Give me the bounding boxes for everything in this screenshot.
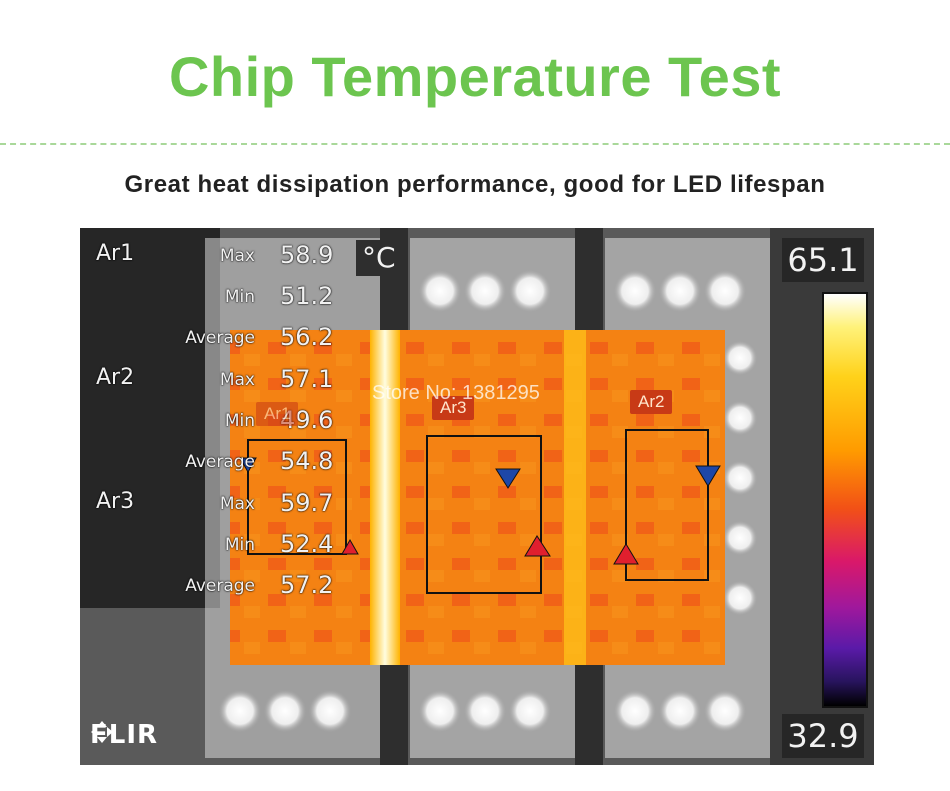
- max-value: 59.7: [280, 489, 334, 517]
- max-label: Max: [219, 494, 255, 514]
- area-name-ar3: Ar3: [96, 489, 135, 514]
- region-tag-ar3: Ar3: [432, 396, 475, 420]
- min-value: 51.2: [280, 282, 334, 310]
- average-value: 57.2: [280, 571, 334, 599]
- unit-label: °C: [356, 240, 402, 276]
- max-value: 58.9: [280, 241, 334, 269]
- min-label: Min: [224, 411, 255, 431]
- thermal-image: °C Ar1 Max 58.9 Min 51.2 Average 56.2 Ar…: [80, 228, 874, 765]
- min-value: 52.4: [280, 530, 334, 558]
- average-label: Average: [185, 576, 255, 596]
- max-label: Max: [219, 246, 255, 266]
- area-name-ar1: Ar1: [96, 241, 135, 266]
- min-label: Min: [224, 287, 255, 307]
- max-value: 57.1: [280, 365, 334, 393]
- max-label: Max: [219, 370, 255, 390]
- min-label: Min: [224, 535, 255, 555]
- scale-min-value: 32.9: [782, 714, 864, 758]
- temperature-colorbar: [822, 292, 868, 708]
- flir-logo-icon: [91, 721, 113, 743]
- scale-max-value: 65.1: [782, 238, 864, 282]
- dashed-divider: [0, 143, 950, 145]
- average-label: Average: [185, 452, 255, 472]
- page-title: Chip Temperature Test: [168, 45, 782, 108]
- page-subtitle: Great heat dissipation performance, good…: [124, 171, 826, 198]
- store-watermark: Store No: 1381295: [372, 382, 540, 404]
- flir-logo: FLIR: [90, 720, 158, 750]
- average-value: 56.2: [280, 323, 334, 351]
- region-tag-ar1: Ar1: [256, 402, 299, 426]
- area-name-ar2: Ar2: [96, 365, 135, 390]
- average-value: 54.8: [280, 447, 334, 475]
- region-tag-ar2: Ar2: [630, 390, 673, 414]
- average-label: Average: [185, 328, 255, 348]
